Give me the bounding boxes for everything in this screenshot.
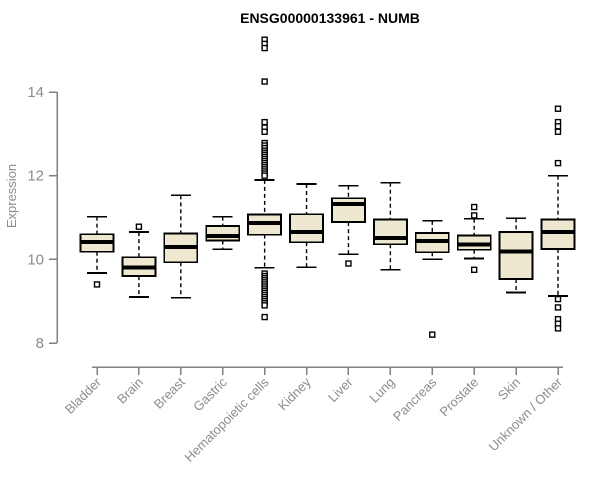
y-tick-label: 8 xyxy=(36,335,44,352)
outlier-point xyxy=(93,281,101,288)
outlier-point xyxy=(554,128,562,135)
outlier-point xyxy=(554,304,562,311)
iqr-box xyxy=(331,197,366,224)
iqr-box xyxy=(372,218,408,246)
box-skin xyxy=(498,217,534,294)
box-prostate xyxy=(456,203,492,273)
outlier-point xyxy=(554,325,562,332)
x-category-label: Breast xyxy=(151,374,188,411)
x-category-label: Gastric xyxy=(190,374,230,414)
box-brain xyxy=(121,223,157,298)
outlier-point xyxy=(261,172,268,179)
outlier-point xyxy=(470,266,478,273)
box-bladder xyxy=(79,215,115,288)
y-tick-label: 10 xyxy=(27,251,44,268)
x-category-label: Bladder xyxy=(62,374,105,417)
box-hematopoietic-cells xyxy=(247,36,283,321)
outlier-point xyxy=(261,44,268,52)
iqr-box xyxy=(498,231,534,280)
box-lung xyxy=(372,181,408,271)
x-category-label: Lung xyxy=(366,375,397,406)
outlier-point xyxy=(470,212,478,219)
outlier-point xyxy=(554,123,562,130)
outlier-point xyxy=(261,313,268,321)
outlier-point xyxy=(470,203,478,211)
x-category-label: Skin xyxy=(495,375,523,403)
iqr-box xyxy=(456,234,492,251)
outlier-point xyxy=(345,260,352,267)
outlier-point xyxy=(261,302,268,309)
outlier-point xyxy=(429,331,436,338)
x-category-label: Pancreas xyxy=(390,374,440,424)
x-category-label: Liver xyxy=(325,374,356,405)
box-pancreas xyxy=(414,219,450,338)
outlier-point xyxy=(554,295,562,303)
iqr-box xyxy=(205,224,241,242)
chart-title: ENSG00000133961 - NUMB xyxy=(240,10,420,26)
outlier-point xyxy=(261,128,268,135)
box-unknown-other xyxy=(540,105,576,332)
box-gastric xyxy=(205,215,241,251)
box-liver xyxy=(331,184,366,267)
x-category-label: Brain xyxy=(114,375,146,407)
y-tick-label: 12 xyxy=(27,168,44,185)
iqr-box xyxy=(540,218,576,250)
box-kidney xyxy=(289,183,324,269)
outlier-point xyxy=(261,78,268,85)
iqr-box xyxy=(289,213,324,244)
x-category-label: Kidney xyxy=(275,374,314,413)
outlier-point xyxy=(261,118,268,126)
outlier-point xyxy=(554,105,562,112)
outlier-point xyxy=(554,159,562,167)
x-category-label: Unknown / Other xyxy=(486,374,566,454)
y-axis-label: Expression xyxy=(4,164,19,228)
outlier-point xyxy=(135,223,143,230)
box-breast xyxy=(163,194,199,299)
x-category-label: Prostate xyxy=(436,375,481,420)
y-tick-label: 14 xyxy=(27,84,44,101)
